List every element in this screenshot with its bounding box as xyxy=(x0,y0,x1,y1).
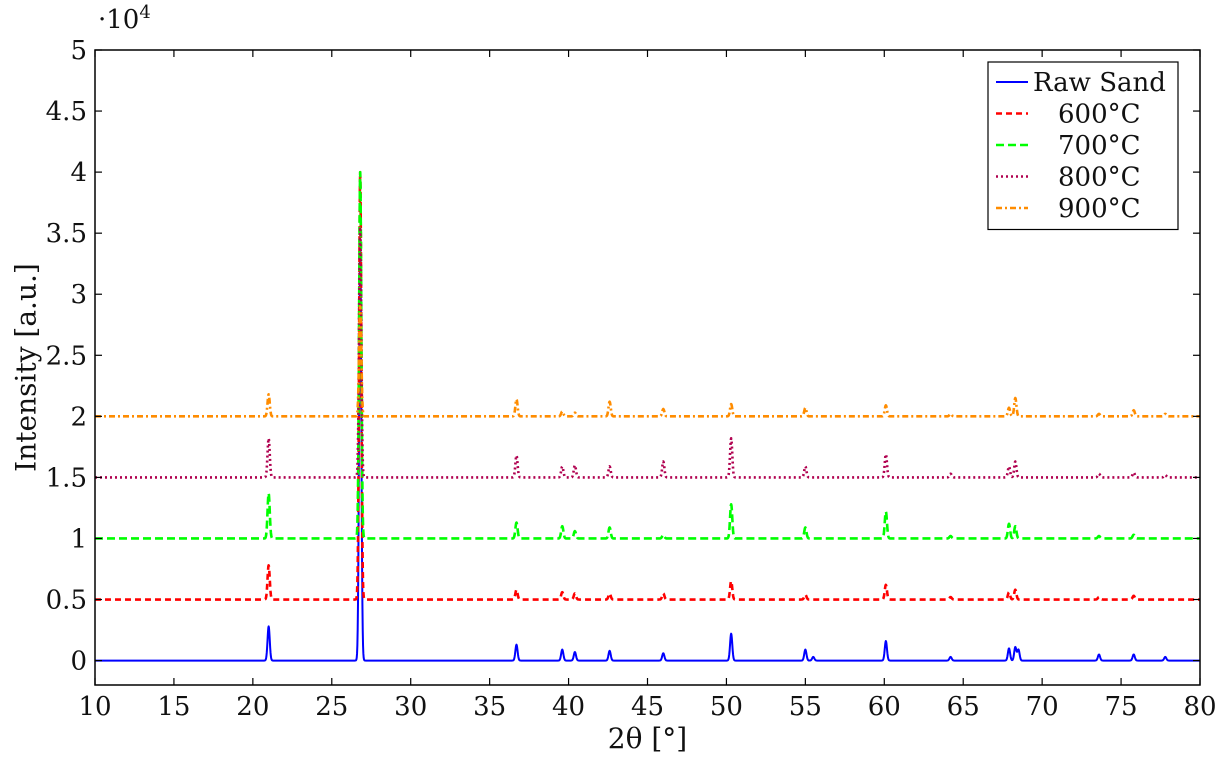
x-tick-label: 40 xyxy=(552,692,585,722)
x-tick-label: 10 xyxy=(78,692,111,722)
x-tick-label: 50 xyxy=(710,692,743,722)
x-tick-label: 25 xyxy=(315,692,348,722)
x-axis-ticks: 10 15 20 25 30 35 40 45 50 55 60 65 70 75 80 xyxy=(78,50,1217,722)
y-tick-label: 3 xyxy=(70,280,87,310)
legend-label-2: 700°C xyxy=(1058,131,1141,161)
y-axis-multiplier: ·104 xyxy=(98,2,151,35)
y-axis-ticks: 0 0.5 1 1.5 2 2.5 3 3.5 4 4.5 5 xyxy=(46,36,1200,677)
series-line-0 xyxy=(95,244,1200,662)
x-tick-label: 45 xyxy=(631,692,664,722)
legend-label-1: 600°C xyxy=(1058,100,1141,130)
x-tick-label: 75 xyxy=(1105,692,1138,722)
x-tick-label: 55 xyxy=(789,692,822,722)
y-tick-label: 2.5 xyxy=(46,341,87,371)
x-tick-label: 15 xyxy=(157,692,190,722)
y-tick-label: 0 xyxy=(70,647,87,677)
legend-label-4: 900°C xyxy=(1058,194,1141,224)
y-tick-label: 4.5 xyxy=(46,97,87,127)
y-axis-label: Intensity [a.u.] xyxy=(10,263,43,472)
series-line-4 xyxy=(95,305,1200,418)
plot-series xyxy=(95,170,1200,662)
y-tick-label: 1 xyxy=(70,524,87,554)
legend-label-3: 800°C xyxy=(1058,163,1141,193)
legend-label-0: Raw Sand xyxy=(1033,68,1166,98)
series-line-2 xyxy=(95,170,1200,540)
y-tick-label: 2 xyxy=(70,402,87,432)
x-tick-label: 80 xyxy=(1183,692,1216,722)
y-tick-label: 5 xyxy=(70,36,87,66)
legend-box xyxy=(987,61,1179,231)
y-tick-label: 4 xyxy=(70,158,87,188)
x-tick-label: 30 xyxy=(394,692,427,722)
x-tick-label: 35 xyxy=(473,692,506,722)
x-tick-label: 70 xyxy=(1026,692,1059,722)
x-tick-label: 20 xyxy=(236,692,269,722)
series-line-3 xyxy=(95,225,1200,479)
x-tick-label: 65 xyxy=(947,692,980,722)
y-tick-label: 3.5 xyxy=(46,219,87,249)
series-line-1 xyxy=(95,170,1200,601)
x-axis-label: 2θ [°] xyxy=(608,722,687,755)
y-tick-label: 1.5 xyxy=(46,463,87,493)
y-tick-label: 0.5 xyxy=(46,586,87,616)
x-tick-label: 60 xyxy=(868,692,901,722)
